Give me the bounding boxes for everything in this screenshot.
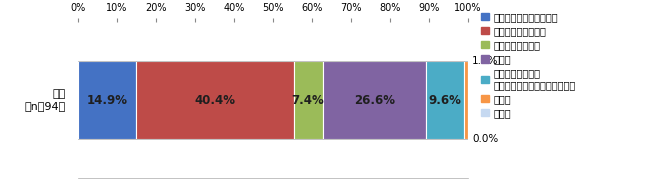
- Text: 14.9%: 14.9%: [86, 94, 127, 107]
- Text: 9.6%: 9.6%: [428, 94, 462, 107]
- Text: 40.4%: 40.4%: [194, 94, 235, 107]
- Bar: [294, 61, 322, 139]
- Bar: [322, 61, 426, 139]
- Bar: [136, 61, 294, 139]
- Legend: 研究シーズ等の情報収集, 研究開発案件の形成, 知財の創出・活用, 事業化, 経済的インパクト
（売上、利益の向上等）の実現, その他, 無回答: 研究シーズ等の情報収集, 研究開発案件の形成, 知財の創出・活用, 事業化, 経…: [480, 12, 575, 118]
- Bar: [78, 61, 136, 139]
- Text: 26.6%: 26.6%: [354, 94, 395, 107]
- Text: 0.0%: 0.0%: [472, 134, 499, 144]
- Text: 1.1%: 1.1%: [472, 56, 499, 66]
- Bar: [426, 61, 463, 139]
- Text: 7.4%: 7.4%: [292, 94, 324, 107]
- Bar: [463, 61, 468, 139]
